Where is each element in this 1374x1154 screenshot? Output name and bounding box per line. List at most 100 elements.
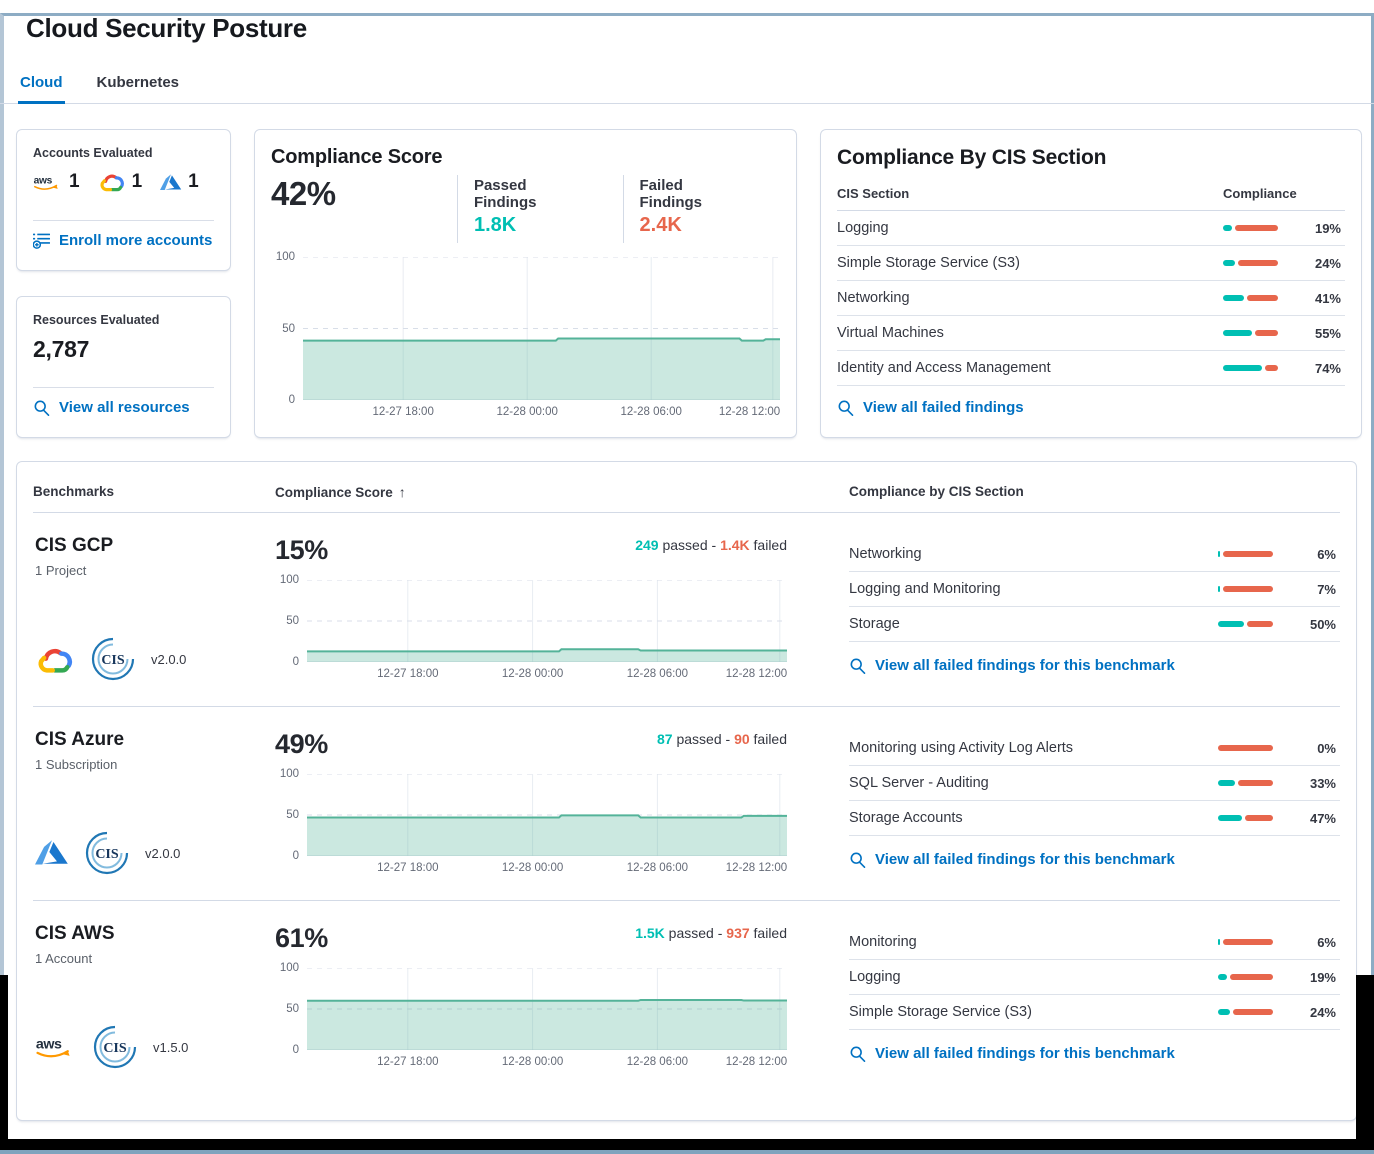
cis-section-compliance: 41% <box>1223 291 1345 306</box>
passed-count: 249 <box>635 537 659 553</box>
passed-count: 87 <box>657 731 673 747</box>
cis-section-row: Storage 50% <box>849 607 1340 642</box>
passed-segment <box>1218 551 1220 557</box>
benchmark-row: CIS Azure 1 Subscription CIS v2.0.0 49% 87 pa… <box>33 706 1340 900</box>
provider-azure-count: 1 <box>188 171 199 192</box>
compliance-minibar <box>1223 225 1278 231</box>
compliance-minibar <box>1218 745 1273 751</box>
cis-section-percentage: 7% <box>1317 581 1336 597</box>
view-all-failed-findings-link[interactable]: View all failed findings <box>837 399 1024 416</box>
cis-section-label: Logging and Monitoring <box>849 581 1001 597</box>
cis-section-percentage: 6% <box>1317 934 1336 950</box>
benchmark-score-cell: 15% 249 passed - 1.4K failed 0 50 100 12-27 1… <box>275 535 835 682</box>
accounts-evaluated-title: Accounts Evaluated <box>33 146 153 160</box>
benchmark-score-value: 61% <box>275 923 328 953</box>
cis-section-compliance: 24% <box>1223 256 1345 271</box>
azure-logo-icon <box>160 173 182 191</box>
gcp-logo-icon <box>98 171 126 193</box>
benchmarks-column-header: Benchmarks <box>33 484 115 499</box>
cis-section-percentage: 0% <box>1317 740 1336 756</box>
cis-section-percentage: 50% <box>1309 616 1336 632</box>
cis-section-card-title: Compliance By CIS Section <box>837 146 1107 169</box>
passed-findings-label: Passed Findings <box>473 177 537 211</box>
cis-section-compliance: 33% <box>1218 776 1340 791</box>
compliance-by-cis-section-card: Compliance By CIS Section CIS Section Co… <box>820 129 1362 438</box>
cis-section-compliance: 50% <box>1218 617 1340 632</box>
cis-section-compliance: 74% <box>1223 361 1345 376</box>
search-icon <box>33 399 50 416</box>
cis-section-row: Networking 41% <box>837 281 1345 316</box>
compliance-score-value: 42% <box>271 175 336 212</box>
cis-section-percentage: 74% <box>1314 360 1341 376</box>
passed-segment <box>1223 295 1245 301</box>
cis-section-row: SQL Server - Auditing 33% <box>849 766 1340 801</box>
benchmark-name: CIS AWS <box>35 923 115 944</box>
failed-segment <box>1265 365 1278 371</box>
benchmark-logos: aws CIS v1.5.0 <box>35 1024 275 1070</box>
view-failed-findings-benchmark-link[interactable]: View all failed findings for this benchm… <box>849 1045 1175 1062</box>
benchmark-passed-failed: 1.5K passed - 937 failed <box>635 925 787 941</box>
compliance-minibar <box>1218 586 1273 592</box>
compliance-score-column-header[interactable]: Compliance Score ↑ <box>275 484 406 500</box>
enroll-more-accounts-link[interactable]: Enroll more accounts <box>33 232 212 249</box>
benchmark-logos: CIS v2.0.0 <box>35 830 275 876</box>
cis-section-compliance: 6% <box>1218 935 1340 950</box>
tab-kubernetes[interactable]: Kubernetes <box>96 74 180 91</box>
failed-segment <box>1223 939 1273 945</box>
cis-section-row: Simple Storage Service (S3) 24% <box>849 995 1340 1030</box>
compliance-trend-chart: 0 50 100 12-27 18:00 12-28 00:00 12-28 06:00 1… <box>275 251 781 418</box>
aws-logo-icon: aws <box>33 173 63 192</box>
cis-section-label: Virtual Machines <box>837 325 944 341</box>
benchmark-info: CIS GCP 1 Project CIS v2.0.0 <box>33 535 275 682</box>
cis-section-row: Identity and Access Management 74% <box>837 351 1345 386</box>
benchmark-score-cell: 61% 1.5K passed - 937 failed 0 50 100 12-27 1… <box>275 923 835 1070</box>
failed-findings-value: 2.4K <box>639 214 682 236</box>
failed-segment <box>1223 551 1273 557</box>
svg-text:CIS: CIS <box>101 653 125 668</box>
desktop-background <box>0 975 8 1150</box>
cis-section-label: Monitoring <box>849 934 917 950</box>
cis-section-percentage: 24% <box>1314 255 1341 271</box>
failed-count: 1.4K <box>720 537 750 553</box>
passed-segment <box>1223 225 1232 231</box>
failed-segment <box>1234 225 1278 231</box>
tab-bar: Cloud Kubernetes <box>0 68 1374 104</box>
cis-section-row: Logging 19% <box>849 960 1340 995</box>
compliance-minibar <box>1218 1009 1273 1015</box>
resources-evaluated-count: 2,787 <box>33 336 90 362</box>
provider-aws: aws 1 <box>33 171 80 193</box>
passed-segment <box>1218 1009 1230 1015</box>
desktop-background <box>1356 975 1374 1154</box>
failed-segment <box>1223 586 1273 592</box>
search-icon <box>849 1045 866 1062</box>
tab-cloud[interactable]: Cloud <box>18 68 65 104</box>
benchmark-subtitle: 1 Subscription <box>35 757 118 772</box>
provider-azure: 1 <box>160 171 199 193</box>
cis-section-row: Storage Accounts 47% <box>849 801 1340 836</box>
benchmark-row: CIS AWS 1 Account aws CIS v1.5.0 61% 1.5K pass… <box>33 900 1340 1094</box>
cis-section-compliance: 6% <box>1218 547 1340 562</box>
compliance-column-header: Compliance <box>1223 186 1297 201</box>
accounts-evaluated-card: Accounts Evaluated aws 1 1 1 <box>16 129 231 271</box>
search-icon <box>849 657 866 674</box>
view-failed-findings-benchmark-label: View all failed findings for this benchm… <box>875 1045 1175 1062</box>
view-all-resources-link[interactable]: View all resources <box>33 399 190 416</box>
benchmark-sections-cell: Networking 6% Logging and Monitoring 7% Stor… <box>835 535 1340 682</box>
benchmark-subtitle: 1 Project <box>35 563 87 578</box>
benchmark-score-value: 15% <box>275 535 328 565</box>
cis-section-percentage: 19% <box>1309 969 1336 985</box>
cis-section-label: Logging <box>849 969 901 985</box>
view-failed-findings-benchmark-link[interactable]: View all failed findings for this benchm… <box>849 851 1175 868</box>
benchmark-subtitle: 1 Account <box>35 951 93 966</box>
benchmark-name: CIS Azure <box>35 729 125 750</box>
view-failed-findings-benchmark-link[interactable]: View all failed findings for this benchm… <box>849 657 1175 674</box>
compliance-score-card: Compliance Score 42% Passed Findings 1.8… <box>254 129 797 438</box>
view-all-resources-label: View all resources <box>59 399 190 416</box>
cis-section-percentage: 55% <box>1314 325 1341 341</box>
compliance-minibar <box>1223 365 1278 371</box>
benchmark-version: v2.0.0 <box>151 651 187 667</box>
provider-gcp: 1 <box>98 171 142 193</box>
cis-section-label: Networking <box>837 290 910 306</box>
failed-segment <box>1229 974 1273 980</box>
view-all-failed-findings-label: View all failed findings <box>863 399 1024 416</box>
